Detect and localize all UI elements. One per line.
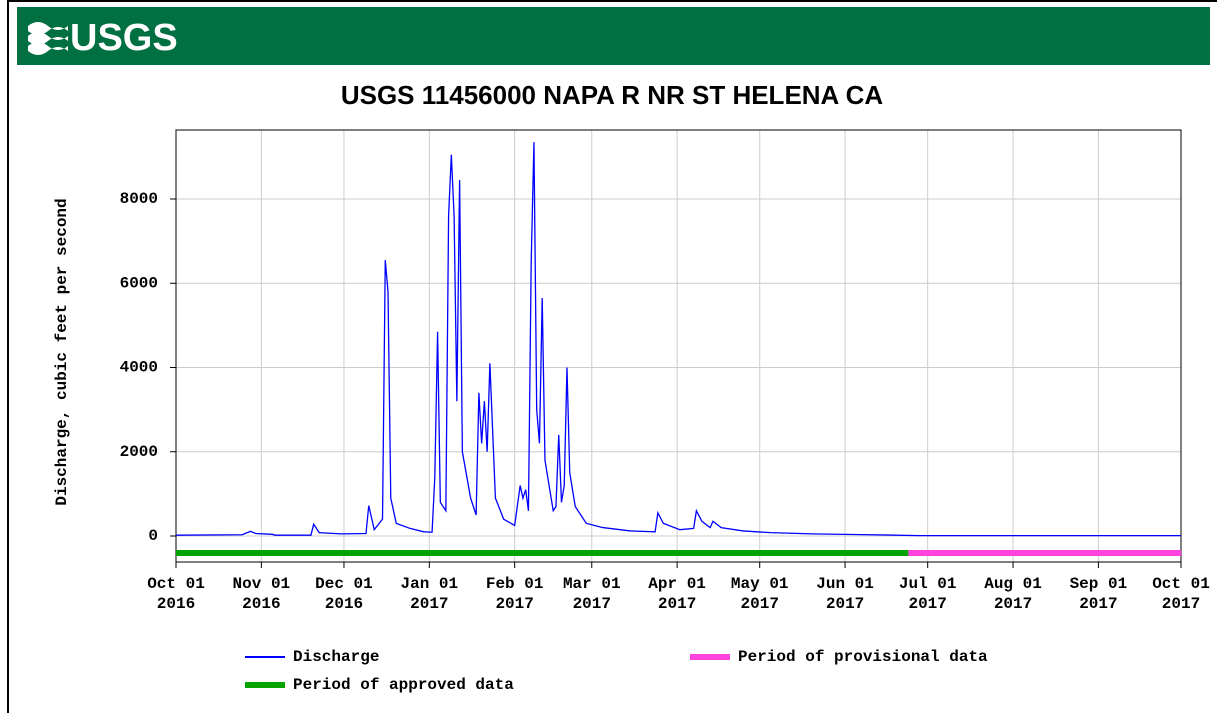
x-tick-label: Mar 01 2017 [562,575,621,613]
x-tick-label: Dec 01 2016 [315,575,373,613]
legend-label: Period of approved data [293,676,514,694]
x-tick-label: Oct 01 2016 [147,575,205,613]
plot-frame [175,129,1182,563]
legend-label: Period of provisional data [738,648,988,666]
x-tick-label: Sep 01 2017 [1069,575,1128,613]
x-tick-label: Apr 01 2017 [648,575,706,613]
x-tick-label: Aug 01 2017 [984,575,1042,613]
y-tick-label: 8000 [120,190,158,208]
discharge-line [175,142,1181,537]
logo-text: USGS [70,17,178,59]
logo-waves [28,22,68,55]
y-tick-label: 2000 [120,443,158,461]
x-tick-label: Jan 01 2017 [400,575,459,613]
y-tick-label: 0 [148,527,158,545]
x-tick-label: Oct 01 2017 [1152,575,1210,613]
x-tick-label: May 01 2017 [730,575,789,613]
y-axis-label: Discharge, cubic feet per second [53,198,71,505]
chart-title: USGS 11456000 NAPA R NR ST HELENA CA [341,80,884,110]
x-tick-label: Feb 01 2017 [485,575,544,613]
y-tick-label: 6000 [120,274,158,292]
x-tick-label: Jul 01 2017 [898,575,957,613]
x-tick-label: Jun 01 2017 [816,575,874,613]
y-tick-label: 4000 [120,359,158,377]
legend-label: Discharge [293,648,379,666]
x-tick-label: Nov 01 2016 [232,575,291,613]
banner [17,7,1210,65]
plot-area [175,129,1182,563]
